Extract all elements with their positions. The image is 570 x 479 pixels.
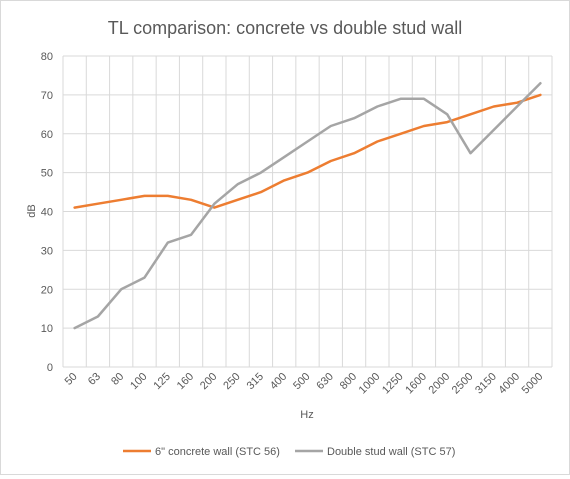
y-tick-label: 20 [41,284,53,296]
x-tick-label: 1600 [403,371,429,397]
x-axis-label: Hz [300,409,313,421]
x-tick-label: 100 [128,371,149,392]
x-tick-label: 630 [314,371,335,392]
x-tick-label: 63 [86,371,103,388]
y-tick-label: 80 [41,51,53,63]
y-tick-label: 0 [47,362,53,374]
y-tick-label: 50 [41,168,53,180]
x-tick-label: 800 [338,371,359,392]
y-tick-label: 10 [41,323,53,335]
legend: 6" concrete wall (STC 56) Double stud wal… [123,446,455,458]
x-tick-label: 1000 [357,371,383,397]
legend-label: 6" concrete wall (STC 56) [155,446,280,458]
y-tick-label: 70 [41,90,53,102]
x-tick-label: 3150 [473,371,499,397]
legend-label: Double stud wall (STC 57) [327,446,455,458]
y-tick-label: 60 [41,129,53,141]
y-axis-label: dB [26,204,38,217]
y-tick-label: 40 [41,207,53,219]
y-axis-ticks: 0 10 20 30 40 50 60 70 80 [41,51,53,374]
x-tick-label: 50 [63,371,80,388]
x-tick-label: 5000 [520,371,546,397]
x-tick-label: 200 [198,371,219,392]
gridlines [62,55,553,368]
legend-item: Double stud wall (STC 57) [295,446,455,458]
series-line [73,81,542,330]
x-tick-label: 400 [268,371,289,392]
x-tick-label: 4000 [496,371,522,397]
legend-item: 6" concrete wall (STC 56) [123,446,280,458]
x-tick-label: 1250 [380,371,406,397]
series-line [73,93,542,209]
x-tick-label: 315 [245,371,266,392]
x-tick-label: 125 [151,371,172,392]
chart-title: TL comparison: concrete vs double stud w… [108,18,463,38]
x-tick-label: 2500 [450,371,476,397]
x-tick-label: 160 [175,371,196,392]
x-axis-ticks: 50 63 80 100 125 160 200 250 315 400 500 630 8001000… [63,371,546,397]
x-tick-label: 500 [291,371,312,392]
x-tick-label: 250 [221,371,242,392]
y-tick-label: 30 [41,245,53,257]
x-tick-label: 2000 [427,371,453,397]
x-tick-label: 80 [109,371,126,388]
series-lines [73,81,542,330]
